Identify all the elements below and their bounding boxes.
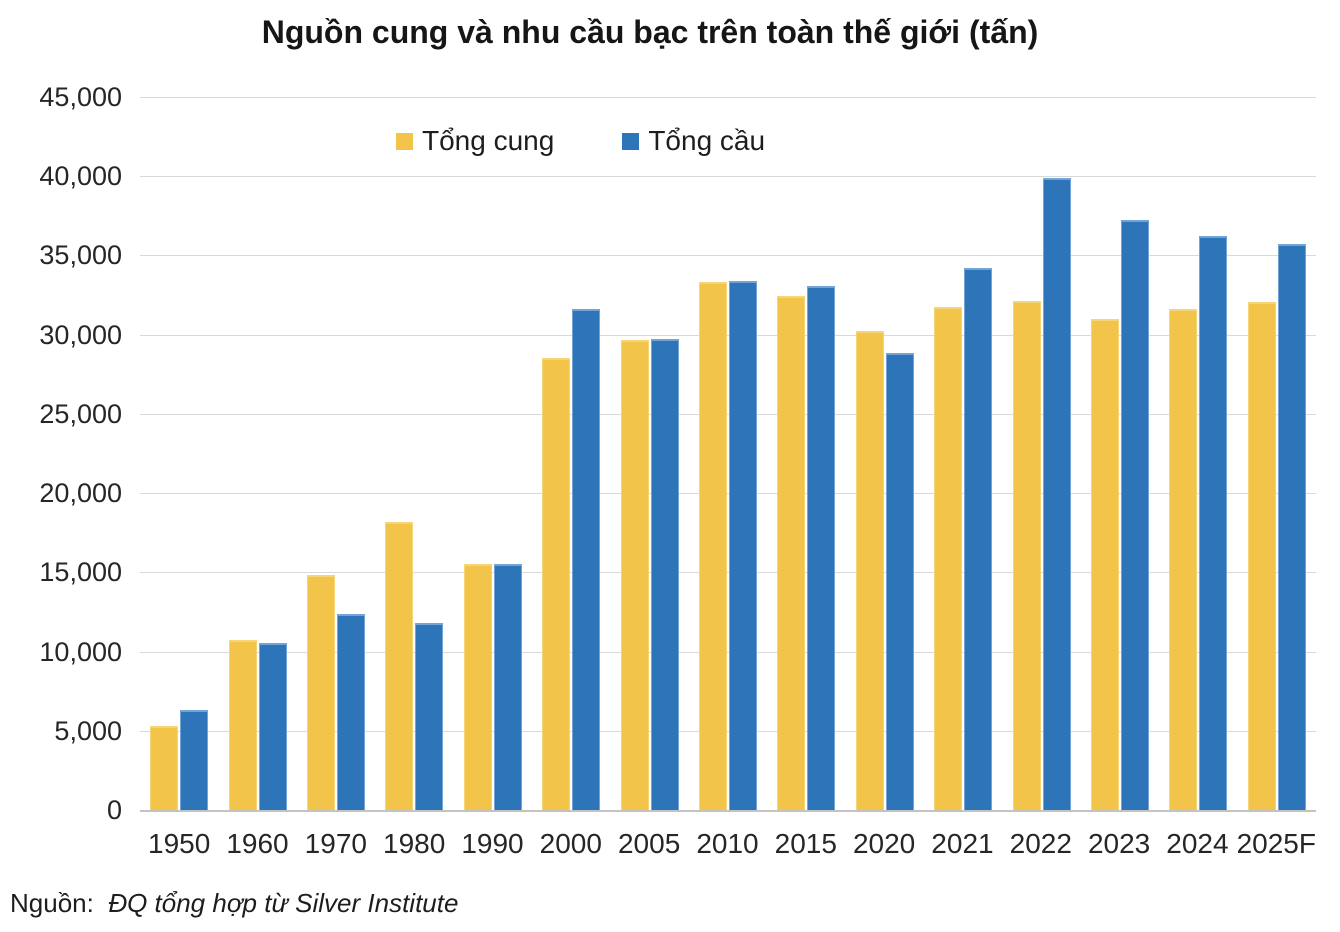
bar-group-2023 [1081, 97, 1159, 810]
bar-group-2015 [767, 97, 845, 810]
bar-supply-2025f [1247, 302, 1276, 810]
source-prefix: Nguồn: [10, 888, 94, 918]
x-axis-label-2021: 2021 [931, 828, 994, 859]
bar-demand-1990 [493, 564, 522, 810]
bar-group-1950 [140, 97, 218, 810]
bar-supply-2024 [1169, 309, 1198, 810]
bar-group-1960 [218, 97, 296, 810]
bar-group-2022 [1002, 97, 1080, 810]
gridline [140, 255, 1316, 256]
x-axis: 1950 1960 1970 1980 1990 2000 2005 2010 2015 2020… [140, 828, 1316, 860]
bar-group-2005 [610, 97, 688, 810]
bar-demand-2010 [729, 281, 758, 810]
x-axis-label-2005: 2005 [617, 828, 681, 859]
legend-swatch-demand [622, 132, 640, 150]
bar-supply-1990 [463, 564, 492, 810]
x-axis-label-1960: 1960 [226, 828, 289, 859]
gridline [140, 572, 1316, 573]
bar-demand-1960 [258, 643, 287, 810]
y-axis-tick-label: 10,000 [39, 637, 122, 667]
y-axis-tick-label: 20,000 [39, 478, 122, 508]
x-axis-label-2000: 2000 [539, 828, 602, 859]
y-axis-tick-label: 30,000 [39, 320, 122, 350]
bar-group-1980 [375, 97, 453, 810]
bar-supply-2015 [777, 296, 806, 810]
bar-group-2025f [1238, 97, 1316, 810]
bar-demand-2023 [1121, 220, 1150, 810]
source-note: Nguồn: ĐQ tổng hợp từ Silver Institute [10, 888, 458, 919]
bar-group-2021 [924, 97, 1002, 810]
bar-demand-1970 [337, 614, 366, 810]
bar-demand-2025f [1277, 244, 1306, 810]
y-axis-tick-label: 5,000 [54, 716, 122, 746]
chart-title: Nguồn cung và nhu cầu bạc trên toàn thế … [261, 14, 1039, 50]
x-axis-label-2025f: 2025F [1236, 828, 1316, 859]
bar-group-2010 [689, 97, 767, 810]
y-axis-tick-label: 35,000 [39, 240, 122, 270]
gridline [140, 335, 1316, 336]
legend-label: Tổng cầu [648, 125, 766, 156]
bar-supply-2000 [542, 358, 571, 810]
legend-swatch-supply [396, 132, 413, 150]
bar-demand-2005 [650, 339, 679, 810]
x-axis-label-2015: 2015 [774, 828, 837, 859]
gridline [140, 652, 1316, 653]
bar-demand-2024 [1199, 236, 1228, 810]
bar-demand-2020 [885, 353, 914, 810]
legend-item-demand: Tổng cầu [622, 125, 765, 157]
gridline [140, 493, 1316, 494]
x-axis-label-1990: 1990 [461, 828, 524, 859]
bar-supply-1970 [307, 575, 336, 810]
bar-demand-2021 [964, 268, 993, 810]
bar-demand-1980 [415, 623, 444, 810]
bar-supply-2022 [1012, 301, 1041, 810]
bar-supply-1980 [385, 522, 414, 810]
bar-supply-2010 [699, 282, 728, 810]
x-axis-label-1980: 1980 [383, 828, 446, 859]
y-axis-tick-label: 15,000 [39, 557, 122, 587]
bar-group-1990 [454, 97, 532, 810]
gridline [140, 414, 1316, 415]
x-axis-label-2022: 2022 [1009, 828, 1072, 859]
bar-supply-2023 [1091, 319, 1120, 810]
legend: Tổng cung Tổng cầu [396, 125, 765, 157]
x-axis-label-2023: 2023 [1087, 828, 1151, 859]
bar-demand-2000 [572, 309, 601, 810]
bars-layer [140, 97, 1316, 810]
x-axis-label-1950: 1950 [148, 828, 211, 859]
x-axis-label-2020: 2020 [852, 828, 916, 859]
bar-supply-2005 [620, 340, 649, 810]
y-axis-tick-label: 45,000 [39, 82, 122, 112]
y-axis-tick-label: 25,000 [39, 399, 122, 429]
bar-group-2024 [1159, 97, 1237, 810]
bar-supply-1950 [150, 726, 179, 810]
plot-area: 45,000 40,000 35,000 30,000 25,000 20,000 15,0… [39, 84, 1316, 824]
bar-demand-1950 [180, 710, 209, 810]
gridline [140, 731, 1316, 732]
bar-group-2000 [532, 97, 610, 810]
x-axis-line [140, 810, 1316, 812]
bar-supply-1960 [228, 640, 257, 810]
gridline [140, 176, 1316, 177]
x-axis-label-2010: 2010 [696, 828, 759, 859]
bar-demand-2022 [1042, 178, 1071, 810]
bar-supply-2021 [934, 307, 963, 810]
x-axis-label-1970: 1970 [304, 828, 367, 859]
legend-label: Tổng cung [422, 125, 555, 156]
bar-group-1970 [297, 97, 375, 810]
source-text: ĐQ tổng hợp từ Silver Institute [108, 888, 459, 918]
legend-item-supply: Tổng cung [396, 125, 554, 157]
gridline [140, 97, 1316, 98]
bar-group-2020 [846, 97, 924, 810]
y-axis-tick-label: 0 [106, 795, 122, 825]
bar-supply-2020 [855, 331, 884, 810]
y-axis-tick-label: 40,000 [39, 161, 122, 191]
bar-demand-2015 [807, 286, 836, 810]
x-axis-label-2024: 2024 [1166, 828, 1229, 859]
